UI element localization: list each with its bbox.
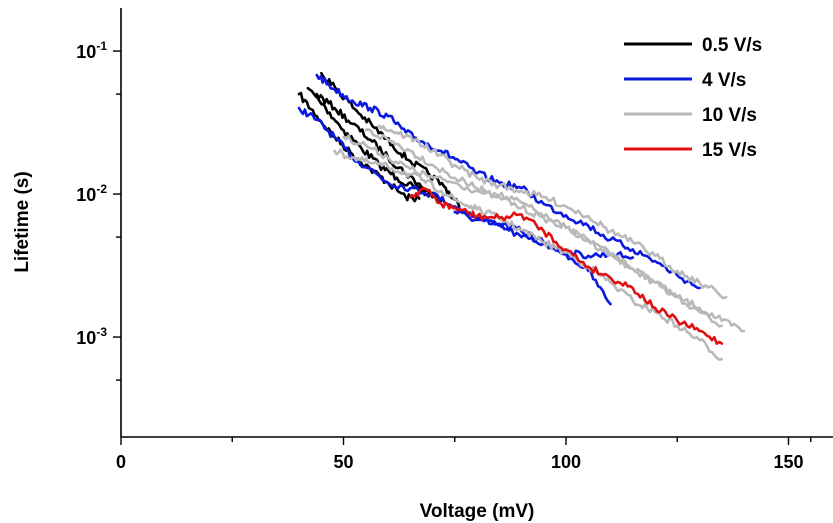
x-tick-label: 0 [116, 452, 126, 472]
axes [120, 8, 833, 438]
legend: 0.5 V/s 4 V/s 10 V/s 15 V/s [624, 35, 762, 161]
x-ticks: 0 50 100 150 [116, 437, 812, 472]
x-tick-label: 100 [551, 452, 581, 472]
y-ticks: 10-3 10-2 10-1 [76, 39, 121, 381]
y-tick-label: 10-1 [76, 39, 107, 62]
series-line-1-run-2 [306, 86, 434, 199]
legend-label: 4 V/s [702, 70, 746, 91]
series-line-4-run-1 [409, 186, 724, 345]
legend-label: 15 V/s [702, 140, 757, 161]
plot-area [297, 71, 746, 361]
y-axis-title: Lifetime (s) [12, 171, 33, 272]
x-axis-title: Voltage (mV) [420, 501, 535, 522]
series-line-3-run-4 [377, 124, 728, 300]
x-tick-label: 50 [333, 452, 353, 472]
y-tick-label: 10-2 [76, 182, 107, 205]
y-tick-label: 10-3 [76, 325, 107, 348]
series-line-3-run-3 [333, 148, 724, 361]
x-tick-label: 150 [773, 452, 803, 472]
series-line-3-run-2 [364, 128, 724, 328]
legend-label: 0.5 V/s [702, 35, 762, 56]
legend-label: 10 V/s [702, 105, 757, 126]
series-line-1-run-3 [315, 92, 443, 204]
series-line-2-run-2 [315, 73, 701, 290]
